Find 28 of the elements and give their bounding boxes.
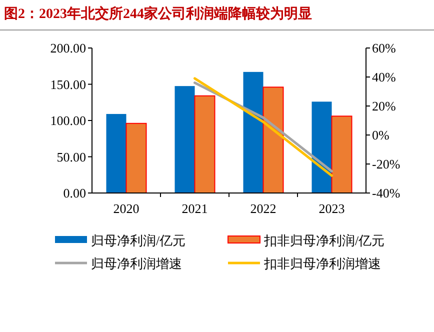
bar [312, 102, 332, 193]
y2-tick-label: 20% [372, 98, 396, 114]
y-tick-label: 150.00 [50, 76, 86, 92]
y-tick-label: 50.00 [56, 149, 86, 164]
bar [126, 122, 147, 194]
x-tick-label: 2023 [318, 201, 345, 216]
chart-title: 图2：2023年北交所244家公司利润端降幅较为明显 [4, 5, 312, 22]
y2-tick-label: -20% [372, 156, 400, 172]
bar [243, 72, 264, 193]
legend-label: 归母净利润增速 [91, 256, 182, 271]
legend-label: 扣非归母净利润增速 [263, 256, 381, 271]
bar [174, 86, 195, 193]
y2-tick-label: -40% [372, 186, 400, 200]
legend-label: 扣非归母净利润/亿元 [263, 233, 385, 248]
y-tick-label: 0.00 [63, 186, 86, 200]
x-tick-label: 2020 [113, 201, 140, 216]
y2-tick-label: 60% [372, 40, 396, 56]
x-tick-label: 2021 [182, 201, 208, 216]
y2-tick-label: 40% [372, 70, 396, 84]
y-tick-label: 200.00 [50, 40, 86, 56]
y-tick-label: 100.00 [50, 113, 86, 128]
bar [194, 95, 216, 194]
bar [106, 114, 126, 193]
bar [331, 116, 352, 194]
y2-tick-label: 0% [372, 128, 390, 142]
legend-label: 归母净利润/亿元 [91, 233, 186, 248]
bar [262, 86, 284, 194]
x-tick-label: 2022 [250, 201, 276, 216]
